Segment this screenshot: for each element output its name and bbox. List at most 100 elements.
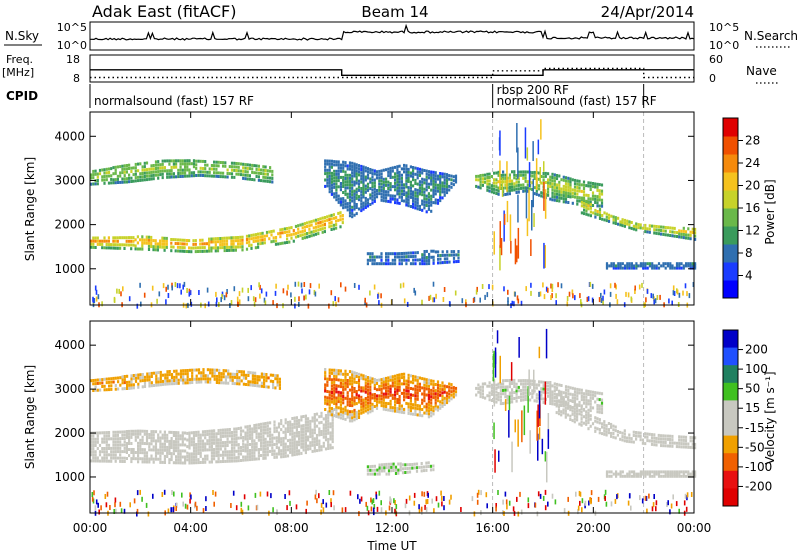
heatmap-cell bbox=[116, 440, 119, 444]
heatmap-cell bbox=[635, 225, 638, 229]
heatmap-cell bbox=[405, 182, 408, 186]
heatmap-cell bbox=[623, 432, 626, 436]
heatmap-cell bbox=[204, 160, 207, 163]
heatmap-cell bbox=[434, 177, 437, 181]
heatmap-cell bbox=[576, 192, 579, 196]
heatmap-cell bbox=[152, 245, 155, 249]
heatmap-cell bbox=[375, 195, 379, 199]
heatmap-cell bbox=[175, 455, 178, 459]
heatmap-cell bbox=[507, 289, 509, 295]
heatmap-cell bbox=[314, 225, 318, 229]
heatmap-cell bbox=[450, 386, 453, 390]
heatmap-cell bbox=[371, 198, 374, 202]
heatmap-cell bbox=[409, 387, 412, 390]
heatmap-cell bbox=[175, 431, 178, 435]
heatmap-cell bbox=[97, 294, 100, 300]
heatmap-cell bbox=[328, 181, 331, 184]
heatmap-cell bbox=[445, 173, 449, 177]
heatmap-cell bbox=[385, 262, 388, 266]
heatmap-cell bbox=[273, 452, 276, 456]
heatmap-cell bbox=[403, 258, 406, 262]
heatmap-cell bbox=[380, 463, 384, 467]
heatmap-cell bbox=[664, 229, 667, 233]
heatmap-cell bbox=[155, 383, 158, 387]
heatmap-cell bbox=[326, 218, 329, 222]
heatmap-cell bbox=[502, 170, 505, 174]
heatmap-cell bbox=[335, 163, 338, 167]
heatmap-cell bbox=[117, 376, 120, 380]
heatmap-cell bbox=[312, 230, 315, 233]
heatmap-cell bbox=[378, 400, 381, 404]
heatmap-cell bbox=[276, 374, 279, 378]
heatmap-cell bbox=[564, 385, 568, 389]
heatmap-cell bbox=[175, 175, 178, 179]
heatmap-cell bbox=[197, 170, 200, 174]
heatmap-cell bbox=[320, 509, 322, 515]
heatmap-cell bbox=[222, 375, 225, 379]
heatmap-cell bbox=[151, 285, 154, 291]
heatmap-cell bbox=[143, 175, 146, 178]
heatmap-cell bbox=[396, 398, 399, 401]
heatmap-cell bbox=[454, 386, 458, 390]
heatmap-cell bbox=[591, 182, 595, 185]
heatmap-cell bbox=[520, 379, 523, 383]
heatmap-cell bbox=[569, 414, 572, 418]
heatmap-cell bbox=[184, 159, 187, 163]
heatmap-cell bbox=[612, 428, 615, 432]
heatmap-cell bbox=[313, 428, 316, 432]
heatmap-cell bbox=[403, 375, 406, 379]
heatmap-cell bbox=[92, 447, 95, 451]
heatmap-cell bbox=[517, 187, 520, 191]
heatmap-cell bbox=[389, 166, 392, 170]
heatmap-cell bbox=[324, 159, 327, 163]
heatmap-cell bbox=[92, 437, 95, 441]
heatmap-cell bbox=[580, 197, 583, 201]
heatmap-cell bbox=[547, 187, 550, 191]
heatmap-cell bbox=[141, 172, 144, 175]
heatmap-cell bbox=[311, 437, 314, 441]
heatmap-cell bbox=[558, 196, 561, 200]
heatmap-cell bbox=[262, 431, 265, 435]
heatmap-cell bbox=[208, 429, 211, 433]
heatmap-cell bbox=[609, 291, 612, 297]
heatmap-cell bbox=[113, 509, 115, 514]
heatmap-cell bbox=[589, 206, 592, 210]
heatmap-cell bbox=[262, 438, 265, 442]
heatmap-cell bbox=[257, 171, 260, 175]
heatmap-cell bbox=[269, 176, 272, 180]
heatmap-cell bbox=[344, 384, 347, 388]
heatmap-cell bbox=[303, 229, 306, 233]
heatmap-cell bbox=[421, 208, 424, 212]
heatmap-cell bbox=[682, 236, 685, 240]
heatmap-cell bbox=[168, 439, 171, 443]
heatmap-cell bbox=[432, 201, 435, 205]
heatmap-cell bbox=[416, 391, 419, 395]
heatmap-cell bbox=[675, 264, 679, 268]
heatmap-cell bbox=[157, 173, 160, 177]
heatmap-cell bbox=[333, 195, 336, 199]
heatmap-cell bbox=[615, 264, 618, 268]
heatmap-cell bbox=[204, 163, 207, 167]
heatmap-cell bbox=[192, 174, 196, 178]
heatmap-cell bbox=[430, 392, 433, 396]
heatmap-cell bbox=[248, 443, 251, 446]
heatmap-cell bbox=[484, 177, 487, 181]
heatmap-cell bbox=[660, 225, 663, 229]
heatmap-cell bbox=[569, 183, 572, 187]
heatmap-cell bbox=[585, 410, 588, 414]
heatmap-cell bbox=[339, 372, 342, 376]
heatmap-cell bbox=[448, 188, 451, 192]
heatmap-cell bbox=[344, 199, 347, 203]
heatmap-cell bbox=[200, 371, 203, 375]
heatmap-cell bbox=[177, 372, 180, 376]
heatmap-cell bbox=[159, 454, 162, 458]
heatmap-cell bbox=[416, 204, 419, 208]
heatmap-cell bbox=[373, 468, 376, 472]
heatmap-cell bbox=[132, 454, 135, 458]
heatmap-cell bbox=[309, 422, 312, 426]
heatmap-cell bbox=[275, 439, 278, 443]
heatmap-cell bbox=[385, 386, 388, 390]
heatmap-cell bbox=[672, 285, 675, 291]
heatmap-cell bbox=[101, 437, 104, 441]
heatmap-cell bbox=[571, 188, 574, 192]
